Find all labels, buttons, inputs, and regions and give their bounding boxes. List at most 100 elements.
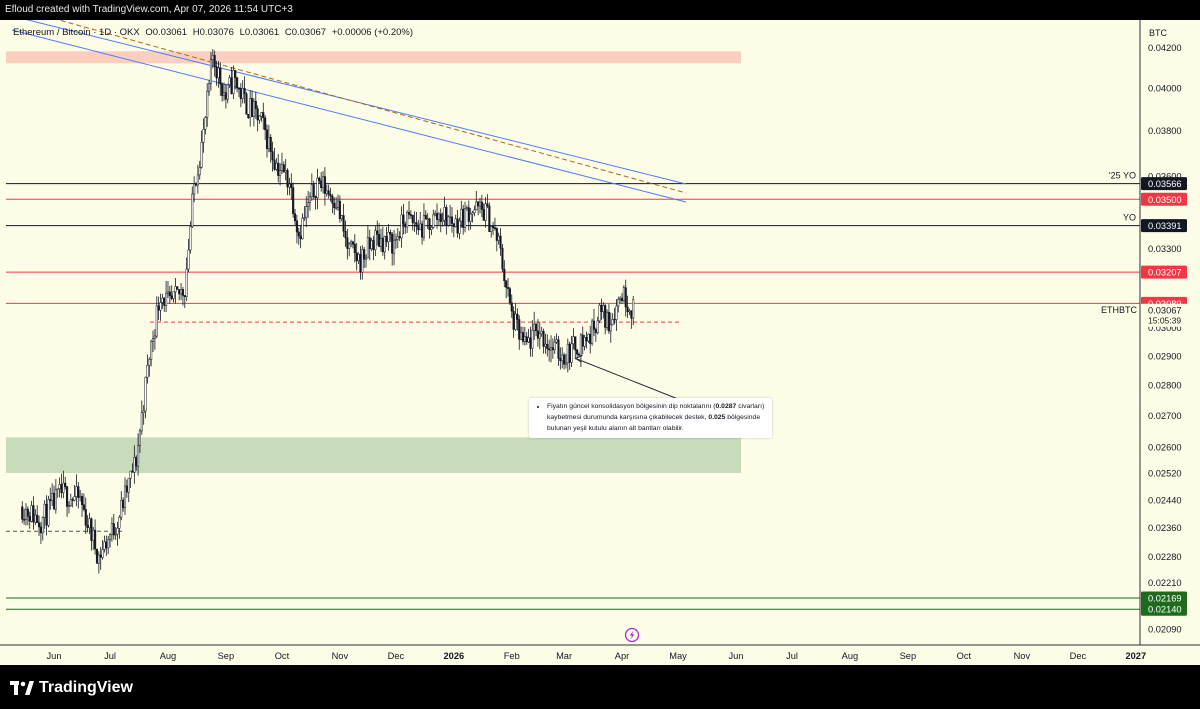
candle-body <box>406 211 409 228</box>
candle-body <box>45 503 48 526</box>
candle-body <box>208 83 211 92</box>
candle-body <box>41 517 44 534</box>
candle-body <box>426 218 429 220</box>
candle-body <box>538 333 541 339</box>
candle-body <box>454 218 457 228</box>
channel-mid-line[interactable] <box>30 20 687 194</box>
time-tick: Aug <box>842 651 859 661</box>
candle-body <box>245 93 248 115</box>
price-badge[interactable] <box>1141 602 1187 616</box>
currency-label: BTC <box>1149 28 1168 38</box>
candle-body <box>422 214 425 238</box>
candle-body <box>620 297 624 301</box>
chart-credit: Efloud created with TradingView.com, Apr… <box>5 4 293 15</box>
price-tick: 0.02280 <box>1148 552 1182 562</box>
channel-lower-line[interactable] <box>11 29 687 203</box>
time-tick: May <box>669 651 687 661</box>
price-tick: 0.02900 <box>1148 351 1182 361</box>
candle-body <box>277 162 280 176</box>
candle-body <box>370 240 373 250</box>
candle-body <box>536 330 539 339</box>
candle-body <box>84 509 87 526</box>
candle-body <box>181 289 184 296</box>
candle-body <box>609 324 612 332</box>
candle-body <box>452 223 455 228</box>
candle-body <box>26 508 29 517</box>
candle-body <box>51 492 54 501</box>
price-badge-label: 0.03391 <box>1148 221 1182 231</box>
candle-body <box>557 339 560 359</box>
top-bar: Efloud created with TradingView.com, Apr… <box>0 0 1200 20</box>
resistance-zone[interactable] <box>6 51 741 64</box>
candle-body <box>505 280 508 288</box>
candle-body <box>54 489 57 510</box>
candle-body <box>613 319 616 321</box>
candle-body <box>570 343 573 363</box>
candle-body <box>393 239 396 254</box>
change-value: +0.00006 (+0.20%) <box>331 27 414 38</box>
candle-body <box>150 341 153 360</box>
candle-body <box>133 457 136 473</box>
current-price-badge[interactable] <box>1141 303 1187 327</box>
candle-body <box>166 291 170 294</box>
price-badge[interactable] <box>1141 265 1187 279</box>
price-badge[interactable] <box>1141 219 1187 233</box>
candle-body <box>95 548 99 564</box>
candle-body <box>161 297 164 303</box>
support-zone[interactable] <box>6 437 741 473</box>
candle-body <box>396 236 399 240</box>
symbol-name[interactable]: Ethereum / Bitcoin · 1D · OKX <box>13 27 140 38</box>
candle-body <box>265 129 269 149</box>
candle-body <box>435 213 439 220</box>
candle-body <box>178 289 181 295</box>
candle-body <box>331 195 334 204</box>
candle-body <box>307 202 310 207</box>
symbol-legend: Ethereum / Bitcoin · 1D · OKX O0.03061 H… <box>13 27 416 38</box>
candle-body <box>224 92 227 100</box>
candle-body <box>159 302 162 311</box>
candle-body <box>109 534 112 540</box>
candle-body <box>357 254 360 262</box>
candle-body <box>262 112 265 119</box>
channel-upper-line[interactable] <box>12 20 687 185</box>
candle-body <box>155 305 158 337</box>
candle-body <box>243 88 246 95</box>
candle-body <box>194 183 198 186</box>
lightning-icon[interactable] <box>624 627 640 643</box>
tradingview-logo[interactable]: TradingView <box>10 679 133 697</box>
candle-body <box>312 184 315 197</box>
price-tick: 0.03000 <box>1148 323 1182 333</box>
candle-body <box>271 151 274 161</box>
candle-body <box>514 313 517 330</box>
candle-body <box>512 310 515 330</box>
price-tick: 0.02440 <box>1148 495 1182 505</box>
candle-body <box>288 183 291 188</box>
candle-body <box>583 337 586 347</box>
candle-body <box>292 187 295 214</box>
candle-body <box>628 310 631 313</box>
candle-body <box>252 101 255 117</box>
candle-body <box>549 347 553 351</box>
price-badge[interactable] <box>1141 177 1187 191</box>
price-tick: 0.02090 <box>1148 624 1182 634</box>
candle-body <box>293 213 297 222</box>
annotation-note[interactable]: Fiyatın güncel konsolidasyon bölgesinin … <box>529 398 772 438</box>
candle-body <box>506 287 510 289</box>
candle-body <box>469 213 472 222</box>
candle-body <box>344 230 347 239</box>
candle-body <box>30 505 33 522</box>
price-badge[interactable] <box>1141 192 1187 206</box>
candle-body <box>542 331 545 347</box>
candle-body <box>148 359 151 366</box>
candle-body <box>168 291 171 296</box>
candle-body <box>587 333 590 342</box>
candle-body <box>381 237 384 253</box>
price-badge[interactable] <box>1141 591 1187 605</box>
time-tick: Apr <box>615 651 629 661</box>
chart-area[interactable]: '25 YO YO 0.04200 0.04000 0.03800 0.03600 0.0… <box>0 20 1200 665</box>
time-tick: Nov <box>332 651 349 661</box>
candle-body <box>458 220 461 234</box>
candle-body <box>456 218 459 234</box>
candle-body <box>69 499 72 506</box>
